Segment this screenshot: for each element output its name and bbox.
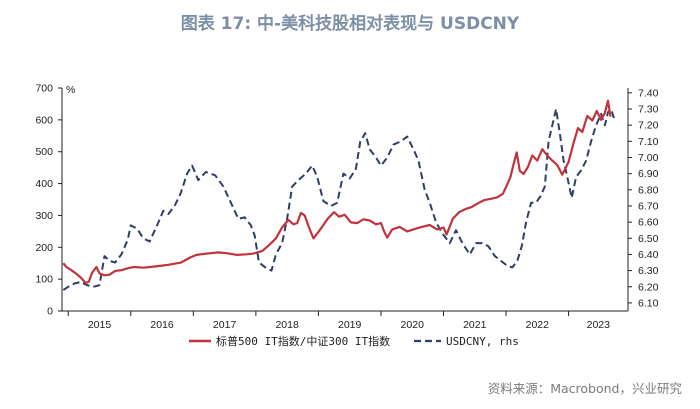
right-tick-label: 6.50	[638, 233, 659, 245]
right-tick-label: 6.60	[638, 217, 659, 229]
x-tick-label: 2021	[463, 319, 487, 331]
x-tick-label: 2022	[526, 319, 550, 331]
right-tick-label: 6.80	[638, 184, 659, 196]
left-tick-label: 700	[35, 83, 53, 95]
left-tick-label: 300	[35, 210, 53, 222]
x-tick-label: 2018	[275, 319, 299, 331]
chart-axes: 0 100 200 300 400 500 600 700 % 6.10 6.20 6.30 6.40 6…	[35, 83, 658, 332]
right-tick-label: 6.90	[638, 168, 659, 180]
left-tick-label: 200	[35, 242, 53, 254]
legend-label-usdcny: USDCNY, rhs	[446, 335, 519, 348]
right-tick-label: 6.30	[638, 265, 659, 277]
left-tick-label: 0	[47, 306, 53, 318]
right-tick-label: 7.20	[638, 120, 659, 132]
legend-label-relative-performance: 标普500 IT指数/中证300 IT指数	[216, 334, 390, 348]
left-tick-label: 500	[35, 146, 53, 158]
chart-legend: 标普500 IT指数/中证300 IT指数 USDCNY, rhs	[189, 334, 519, 348]
usdcny-series-line	[62, 108, 617, 291]
relative-performance-series-line	[62, 99, 612, 285]
right-tick-label: 6.10	[638, 297, 659, 309]
chart-title: 图表 17: 中-美科技股相对表现与 USDCNY	[180, 14, 520, 34]
right-tick-label: 6.20	[638, 281, 659, 293]
chart-series-layer	[62, 99, 617, 291]
right-tick-label: 7.40	[638, 87, 659, 99]
right-tick-label: 7.10	[638, 136, 659, 148]
x-tick-label: 2015	[88, 319, 112, 331]
x-tick-label: 2019	[338, 319, 362, 331]
right-tick-label: 7.00	[638, 152, 659, 164]
left-tick-label: 400	[35, 178, 53, 190]
right-tick-label: 6.40	[638, 249, 659, 261]
left-unit-label: %	[66, 84, 75, 96]
x-tick-label: 2020	[401, 319, 425, 331]
source-note: 资料来源：Macrobond，兴业研究	[487, 381, 682, 396]
left-tick-label: 600	[35, 114, 53, 126]
right-tick-label: 6.70	[638, 200, 659, 212]
x-tick-label: 2023	[587, 319, 611, 331]
left-tick-label: 100	[35, 274, 53, 286]
x-tick-label: 2016	[150, 319, 174, 331]
right-tick-label: 7.30	[638, 104, 659, 116]
x-tick-label: 2017	[213, 319, 237, 331]
